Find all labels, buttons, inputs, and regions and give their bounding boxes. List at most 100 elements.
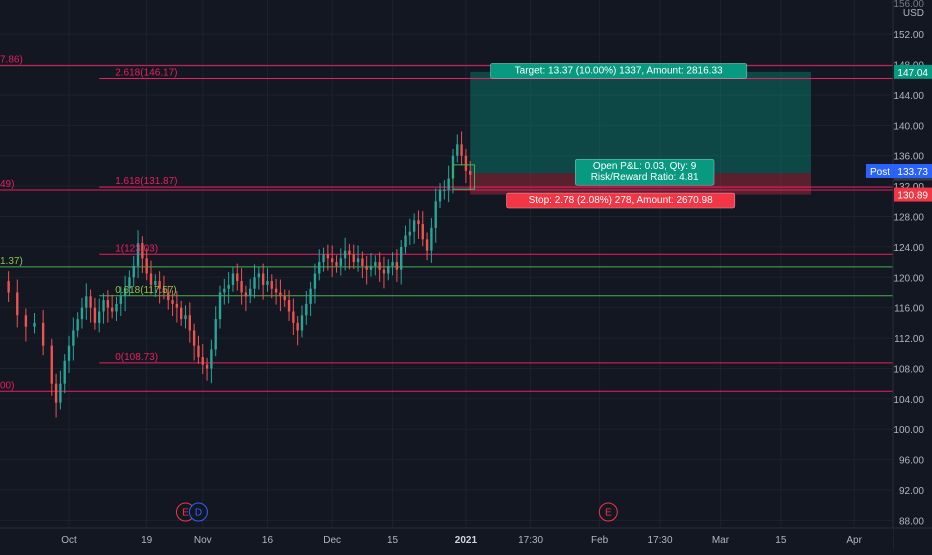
- price-tick-label: 136.00: [893, 152, 924, 163]
- price-tag-label: 130.89: [897, 191, 928, 202]
- candle-body: [59, 383, 62, 403]
- level-label: 00): [0, 380, 14, 391]
- candle-body: [24, 315, 28, 327]
- candle-body: [214, 319, 217, 350]
- candle-body: [171, 300, 174, 304]
- candle-body: [210, 349, 213, 369]
- candle-body: [76, 319, 79, 331]
- stop-badge-bg: [506, 192, 736, 209]
- level-label: 49): [0, 179, 14, 190]
- candle-body: [119, 296, 122, 304]
- candle-body: [149, 273, 153, 285]
- fib-label: 1.618(131.87): [115, 176, 177, 187]
- price-axis[interactable]: 156.00USD152.00148.00144.00140.00136.001…: [866, 0, 932, 550]
- candle-body: [123, 288, 127, 297]
- candle-body: [361, 258, 364, 266]
- post-tag[interactable]: [866, 163, 894, 178]
- candle-body: [374, 262, 377, 266]
- candle-body: [50, 345, 53, 384]
- candle-body: [464, 155, 468, 171]
- candle-body: [343, 250, 347, 259]
- candle-body: [98, 311, 101, 323]
- candle-body: [188, 315, 192, 331]
- event-label: D: [195, 508, 202, 519]
- price-tick-label: 96.00: [899, 456, 924, 467]
- target-badge: Target: 13.37 (10.00%) 1337, Amount: 281…: [490, 63, 748, 79]
- candle-body: [365, 265, 368, 270]
- level-labels: 2.618(146.17) 1.618(131.87) 1(123.03) 0.618…: [0, 55, 178, 392]
- price-tick-label: 152.00: [893, 30, 924, 41]
- candle-body: [184, 315, 187, 320]
- candle-body: [274, 288, 278, 293]
- candle-body: [378, 262, 381, 270]
- pnl-badge-text: Open P&L: 0.03, Qty: 9: [593, 161, 697, 172]
- time-tick-label: Dec: [323, 535, 341, 546]
- price-tick-label: 100.00: [893, 425, 924, 436]
- candle-body: [249, 288, 252, 297]
- currency-label: USD: [903, 8, 924, 19]
- candle-body: [240, 281, 243, 293]
- candle-body: [438, 189, 442, 202]
- level-lines: [0, 65, 893, 392]
- price-tick-label: 128.00: [893, 213, 924, 224]
- fib-label: 2.618(146.17): [115, 67, 177, 78]
- candle-body: [266, 281, 269, 285]
- candle-body: [175, 303, 179, 308]
- candle-body: [352, 254, 355, 263]
- candle-body: [296, 322, 299, 331]
- candle-body: [33, 322, 36, 327]
- candle-body: [330, 258, 334, 263]
- time-tick-label: 17:30: [648, 535, 673, 546]
- event-marker[interactable]: E: [598, 502, 618, 522]
- candle-body: [158, 281, 161, 289]
- candle-body: [356, 258, 360, 263]
- candle-body: [287, 300, 291, 312]
- candle-body: [167, 292, 170, 301]
- candle-body: [205, 364, 209, 369]
- time-axis[interactable]: Oct 19 Nov 16 Dec 15 2021 17:30 Feb 17:30 Mar 15 Apr: [0, 527, 932, 550]
- time-tick-label: 15: [775, 535, 787, 546]
- candle-body: [223, 288, 226, 293]
- candle-body: [335, 262, 338, 266]
- candle-body: [85, 296, 88, 308]
- event-label: E: [182, 508, 189, 519]
- candle-body: [309, 288, 312, 304]
- post-price-label: 133.73: [897, 167, 928, 178]
- price-tick-label: 108.00: [893, 364, 924, 375]
- level-label: 7.86): [0, 55, 23, 66]
- candle-body: [305, 303, 308, 316]
- event-marker[interactable]: D: [188, 502, 208, 522]
- fib-label: 0.618(117.57): [115, 285, 177, 296]
- time-tick-label: 17:30: [518, 535, 543, 546]
- candle-body: [136, 243, 140, 266]
- pnl-badge-text: Risk/Reward Ratio: 4.81: [591, 172, 699, 183]
- fib-label: 1(123.03): [115, 243, 158, 254]
- event-marker[interactable]: E: [176, 502, 196, 522]
- time-axis-bg: [0, 528, 893, 550]
- candle-body: [106, 300, 110, 308]
- price-tag: [894, 187, 932, 202]
- candle-body: [460, 144, 463, 156]
- candle-body: [54, 383, 58, 403]
- candle-body: [253, 277, 256, 289]
- candle-body: [387, 265, 390, 274]
- position-badges: Target: 13.37 (10.00%) 1337, Amount: 281…: [490, 63, 748, 209]
- candle-body: [322, 254, 325, 263]
- candle-body: [408, 231, 412, 236]
- candle-body: [447, 178, 450, 190]
- candle-body: [456, 144, 459, 156]
- candle-body: [80, 307, 84, 320]
- candle-body: [180, 307, 183, 320]
- candle-body: [257, 273, 261, 278]
- candle-body: [369, 265, 373, 270]
- candle-body: [16, 292, 19, 316]
- event-label: E: [605, 508, 612, 519]
- price-tick-label: 112.00: [894, 334, 924, 345]
- post-price-tag: [894, 163, 932, 178]
- candle-body: [270, 281, 273, 289]
- candle-body: [110, 307, 114, 312]
- candle-body: [382, 269, 386, 274]
